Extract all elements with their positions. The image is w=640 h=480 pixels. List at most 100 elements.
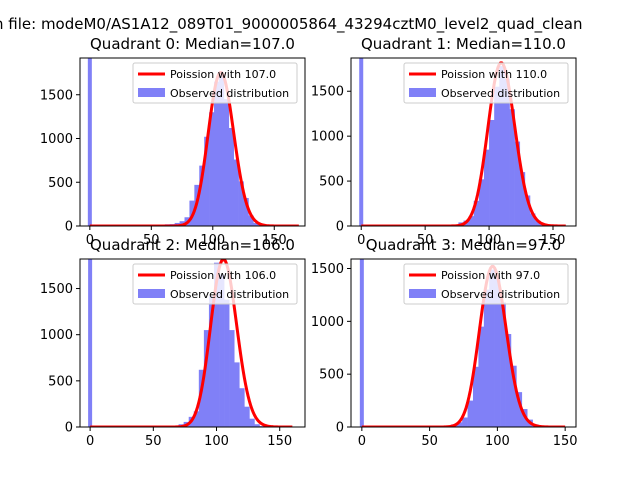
subplot-grid: Quadrant 0: Median=107.00 50 100 1500500100…: [40, 35, 578, 449]
bar: [494, 276, 501, 427]
x-tick-label: 0: [86, 233, 94, 248]
figure-suptitle: n file: modeM0/AS1A12_089T01_9000005864_…: [0, 15, 583, 34]
x-tick-label: 0: [358, 434, 366, 449]
legend: Poission with 106.0 Observed distribution: [132, 263, 298, 305]
y-tick-label: 500: [48, 374, 73, 389]
x-tick-label: 150: [541, 233, 566, 248]
legend-label-poisson: Poission with 110.0: [441, 68, 547, 81]
bar: [243, 198, 249, 226]
y-tick-label: 500: [48, 176, 73, 191]
subplot-quadrant-2: Quadrant 2: Median=106.00 50 100 1500500100…: [40, 236, 306, 449]
bar: [468, 216, 475, 226]
legend-label-observed: Observed distribution: [441, 288, 560, 301]
bar: [456, 422, 463, 427]
y-tick-label: 1500: [311, 85, 344, 100]
subplot-title: Quadrant 3: Median=97.0: [366, 236, 561, 254]
bar-zero-spike: [87, 58, 92, 226]
legend-patch-swatch: [138, 88, 165, 97]
legend-patch-swatch: [409, 289, 436, 298]
legend-label-observed: Observed distribution: [170, 87, 289, 100]
y-tick-label: 1000: [311, 315, 344, 330]
bar: [505, 334, 512, 427]
bar: [244, 406, 250, 427]
subplot-quadrant-0: Quadrant 0: Median=107.00 50 100 1500500100…: [40, 35, 306, 248]
bar: [514, 141, 521, 226]
bar: [489, 269, 495, 427]
bar: [529, 213, 536, 226]
bar: [499, 66, 505, 226]
poisson-series-line: [89, 70, 300, 226]
legend-label-observed: Observed distribution: [441, 87, 560, 100]
legend-label-poisson: Poission with 97.0: [441, 269, 540, 282]
bar: [494, 86, 500, 226]
bar: [248, 215, 254, 226]
x-tick-label: 0: [86, 434, 94, 449]
subplot-quadrant-3: Quadrant 3: Median=97.00 50 100 15005001000…: [311, 236, 578, 449]
y-tick-label: 1000: [311, 130, 344, 145]
plot-area: [359, 259, 566, 427]
bar: [233, 159, 239, 226]
y-tick-label: 0: [336, 421, 344, 436]
axes-frame: [79, 258, 306, 428]
bar: [198, 369, 205, 427]
bar: [253, 222, 259, 226]
poisson-series-line: [361, 61, 566, 226]
bar: [478, 179, 485, 226]
bar: [223, 99, 230, 226]
bar: [229, 330, 235, 427]
x-tick-label: 50: [145, 434, 162, 449]
bar: [500, 302, 506, 427]
bar: [516, 392, 523, 427]
bar: [473, 200, 480, 226]
axes-frame: [350, 258, 577, 428]
legend-label-poisson: Poission with 106.0: [170, 269, 276, 282]
y-tick-label: 1500: [311, 262, 344, 277]
bar: [472, 366, 479, 427]
bar: [219, 274, 225, 427]
bar: [524, 195, 531, 226]
axes-frame: [350, 57, 577, 227]
x-tick-label: 100: [200, 233, 225, 248]
bar: [249, 418, 255, 427]
bar: [483, 149, 490, 226]
x-tick-label: 150: [262, 233, 287, 248]
y-tick-label: 1000: [40, 328, 73, 343]
bar: [254, 424, 260, 427]
x-tick-label: 150: [267, 434, 292, 449]
y-tick-label: 1500: [40, 88, 73, 103]
legend-patch-swatch: [138, 289, 165, 298]
bar-zero-spike: [88, 259, 93, 427]
bar: [214, 81, 220, 226]
y-tick-label: 0: [65, 220, 73, 235]
x-tick-label: 50: [421, 434, 438, 449]
legend: Poission with 110.0 Observed distribution: [403, 62, 569, 104]
plot-area: [87, 58, 300, 226]
legend-box: [132, 263, 298, 305]
x-tick-label: 150: [553, 434, 578, 449]
legend-box: [132, 62, 298, 104]
x-tick-label: 50: [143, 233, 160, 248]
bar: [239, 388, 245, 427]
bar: [193, 411, 200, 427]
bar: [234, 362, 240, 427]
bar: [467, 400, 474, 427]
bar: [204, 136, 210, 226]
subplot-title: Quadrant 1: Median=110.0: [361, 35, 566, 53]
bar-zero-spike: [359, 259, 364, 427]
y-tick-label: 0: [336, 220, 344, 235]
y-tick-label: 0: [65, 421, 73, 436]
y-tick-label: 1000: [40, 132, 73, 147]
bar: [519, 172, 526, 226]
bar: [199, 165, 205, 226]
bar-zero-spike: [359, 58, 364, 226]
subplot-title: Quadrant 0: Median=107.0: [90, 35, 295, 53]
legend: Poission with 107.0 Observed distribution: [132, 62, 298, 104]
bar: [218, 75, 225, 226]
bar: [203, 330, 210, 427]
poisson-series-line: [361, 264, 566, 427]
bar: [213, 262, 220, 427]
bar: [489, 119, 495, 226]
x-tick-label: 50: [417, 233, 434, 248]
bar: [510, 365, 517, 427]
